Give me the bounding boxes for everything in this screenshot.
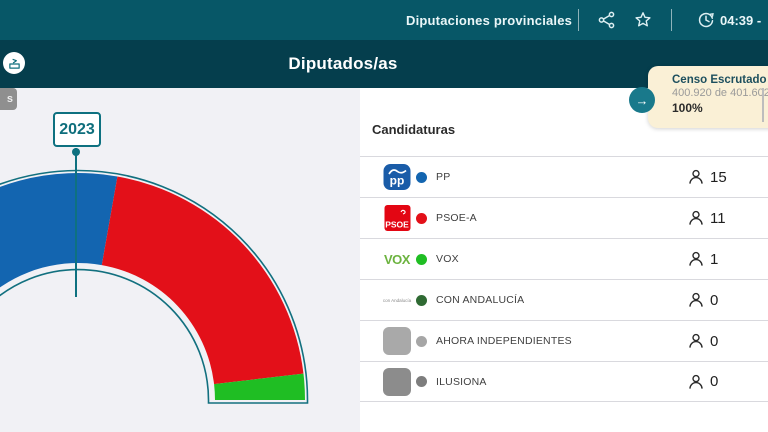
partial-tab[interactable]: s xyxy=(0,88,17,110)
chamber-badge[interactable] xyxy=(3,52,25,74)
clock-history-icon xyxy=(697,11,715,29)
tooltip-edge-line xyxy=(762,88,764,122)
person-icon xyxy=(689,251,703,266)
candidatura-row-ilusiona[interactable]: ILUSIONA 0 xyxy=(360,361,768,402)
seat-group: 0 xyxy=(688,373,732,390)
seat-group: 0 xyxy=(688,292,732,309)
page-header: Diputados/as xyxy=(0,40,768,88)
scrutiny-tooltip: Censo Escrutado 400.920 de 401.602 100% xyxy=(648,66,768,128)
scrutiny-percent: 100% xyxy=(672,101,703,115)
share-icon[interactable] xyxy=(598,11,616,29)
seats-half-donut-chart xyxy=(0,169,309,404)
ilusiona-logo xyxy=(382,367,412,397)
seat-group: 15 xyxy=(688,169,732,186)
top-navigation-bar: Diputaciones provinciales 04:39 - xyxy=(0,0,768,40)
person-icon xyxy=(689,210,703,225)
candidaturas-title: Candidaturas xyxy=(372,122,456,137)
candidatura-row-con-andalucia[interactable]: con Andalucía CON ANDALUCÍA 0 xyxy=(360,279,768,320)
svg-text:pp: pp xyxy=(390,174,405,188)
party-color-dot xyxy=(416,376,427,387)
topbar-divider xyxy=(578,9,579,31)
seat-count: 15 xyxy=(710,168,727,186)
year-marker-dot xyxy=(72,148,80,156)
party-color-dot xyxy=(416,171,427,183)
con-andalucia-logo: con Andalucía xyxy=(382,297,412,303)
person-icon xyxy=(689,374,703,389)
star-icon[interactable] xyxy=(634,11,652,29)
pp-logo: pp xyxy=(382,162,412,192)
chart-segment-vox[interactable] xyxy=(214,373,305,400)
party-color-dot xyxy=(416,253,427,265)
arrow-right-icon: → xyxy=(635,92,649,108)
seat-count: 0 xyxy=(710,332,719,350)
year-marker[interactable]: 2023 xyxy=(53,112,101,147)
seat-group: 1 xyxy=(688,251,732,268)
candidaturas-list: pp PP 15 PSOE PSOE-A xyxy=(360,156,768,402)
chart-outline xyxy=(0,169,309,404)
ballot-box-icon xyxy=(8,58,20,69)
candidatura-row-pp[interactable]: pp PP 15 xyxy=(360,156,768,197)
seat-count: 0 xyxy=(710,291,719,309)
partial-tab-label: s xyxy=(6,93,13,105)
seat-count: 1 xyxy=(710,250,719,268)
scrutiny-detail: 400.920 de 401.602 xyxy=(672,87,768,99)
party-color-dot xyxy=(416,294,427,306)
section-title: Diputaciones provinciales xyxy=(406,12,573,28)
psoe-logo: PSOE xyxy=(382,203,412,233)
party-name: VOX xyxy=(436,253,459,265)
candidaturas-panel: Candidaturas pp PP 15 xyxy=(360,88,768,432)
person-icon xyxy=(689,333,703,348)
party-name: PSOE-A xyxy=(436,212,477,224)
party-name: ILUSIONA xyxy=(436,375,487,388)
ahora-independientes-logo xyxy=(382,326,412,356)
person-icon xyxy=(689,292,703,307)
chart-segment-pp[interactable] xyxy=(0,173,118,400)
seat-count: 11 xyxy=(710,209,726,227)
topbar-divider xyxy=(671,9,672,31)
person-icon xyxy=(689,169,703,184)
page-title: Diputados/as xyxy=(288,54,398,73)
scrutiny-arrow-button[interactable]: → xyxy=(629,87,655,113)
candidatura-row-psoe[interactable]: PSOE PSOE-A 11 xyxy=(360,197,768,238)
party-name: AHORA INDEPENDIENTES xyxy=(436,335,572,347)
year-marker-line xyxy=(75,148,77,297)
seat-group: 11 xyxy=(688,210,732,227)
scrutiny-title: Censo Escrutado xyxy=(672,74,767,86)
svg-text:PSOE: PSOE xyxy=(385,220,409,230)
seat-group: 0 xyxy=(688,333,732,350)
party-color-dot xyxy=(416,212,427,224)
party-name: PP xyxy=(436,171,451,183)
chart-segment-psoe[interactable] xyxy=(101,176,304,385)
update-time: 04:39 - xyxy=(720,13,762,28)
year-label: 2023 xyxy=(59,120,95,138)
party-color-dot xyxy=(416,335,427,347)
candidatura-row-vox[interactable]: VOX VOX 1 xyxy=(360,238,768,279)
vox-logo: VOX xyxy=(384,251,410,267)
seat-count: 0 xyxy=(710,373,719,390)
candidatura-row-ahora-independientes[interactable]: AHORA INDEPENDIENTES 0 xyxy=(360,320,768,361)
party-name: CON ANDALUCÍA xyxy=(436,294,525,306)
